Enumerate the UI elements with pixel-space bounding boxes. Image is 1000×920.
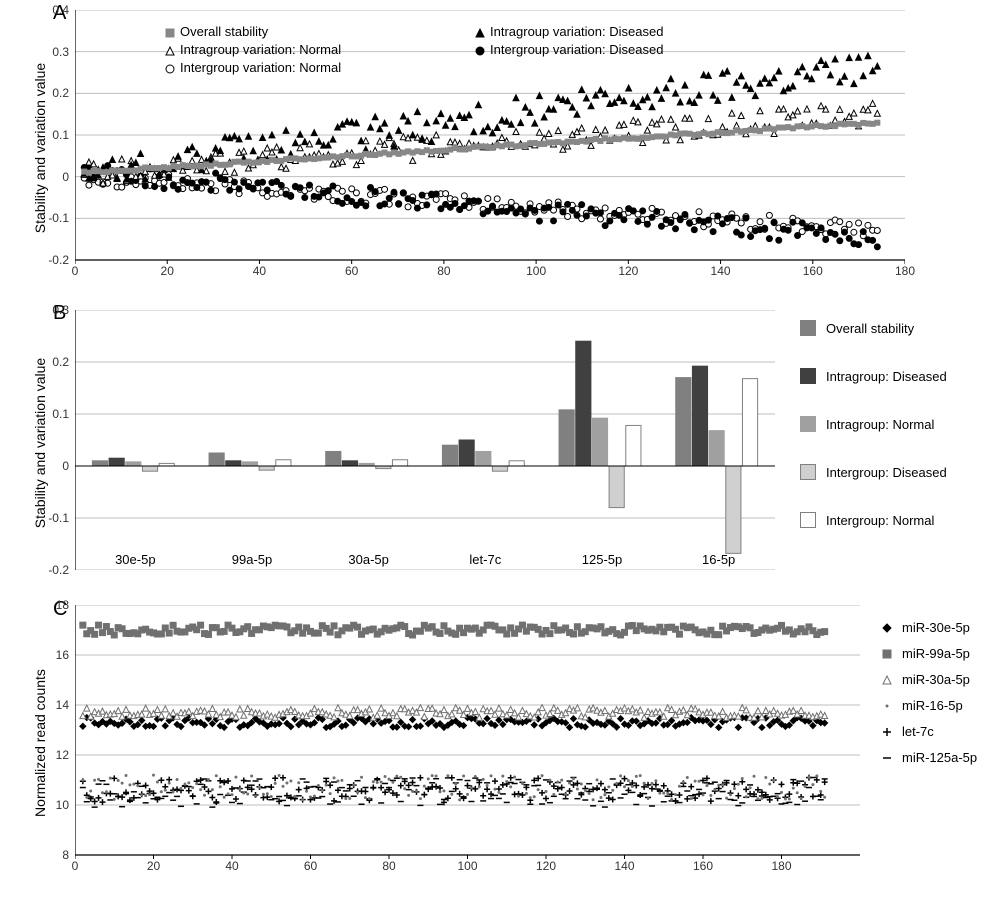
tick-label: 60 xyxy=(296,859,326,873)
legend-item: Intergroup variation: Diseased xyxy=(490,42,663,57)
tick-label: 20 xyxy=(139,859,169,873)
tick-label: 0.1 xyxy=(39,407,69,421)
tick-label: 180 xyxy=(890,264,920,278)
category-label: 30e-5p xyxy=(105,552,165,567)
tick-label: 100 xyxy=(521,264,551,278)
tick-label: 60 xyxy=(337,264,367,278)
tick-label: 0.4 xyxy=(39,3,69,17)
legend-item: Intragroup: Normal xyxy=(800,416,980,432)
tick-label: 12 xyxy=(39,748,69,762)
tick-label: 0 xyxy=(60,264,90,278)
legend-item: Intragroup: Diseased xyxy=(800,368,980,384)
tick-label: 140 xyxy=(610,859,640,873)
category-label: let-7c xyxy=(455,552,515,567)
tick-label: 40 xyxy=(217,859,247,873)
tick-label: 140 xyxy=(706,264,736,278)
tick-label: 16 xyxy=(39,648,69,662)
tick-label: 0.2 xyxy=(39,355,69,369)
tick-label: 100 xyxy=(453,859,483,873)
tick-label: 160 xyxy=(798,264,828,278)
tick-label: 80 xyxy=(374,859,404,873)
legend-item: Overall stability xyxy=(800,320,980,336)
tick-label: 18 xyxy=(39,598,69,612)
panel-c xyxy=(75,605,860,875)
tick-label: 0.1 xyxy=(39,128,69,142)
tick-label: -0.2 xyxy=(39,563,69,577)
tick-label: 20 xyxy=(152,264,182,278)
tick-label: 0 xyxy=(39,170,69,184)
tick-label: 0 xyxy=(60,859,90,873)
tick-label: -0.1 xyxy=(39,211,69,225)
legend-item: miR-30a-5p xyxy=(880,672,970,687)
category-label: 30a-5p xyxy=(339,552,399,567)
legend-item: miR-16-5p xyxy=(880,698,963,713)
tick-label: 14 xyxy=(39,698,69,712)
tick-label: 0 xyxy=(39,459,69,473)
tick-label: 120 xyxy=(613,264,643,278)
category-label: 16-5p xyxy=(689,552,749,567)
tick-label: 80 xyxy=(429,264,459,278)
legend-item: Overall stability xyxy=(180,24,268,39)
panel-b-svg xyxy=(75,310,775,570)
legend-item: Intragroup variation: Diseased xyxy=(490,24,663,39)
legend-item: Intergroup variation: Normal xyxy=(180,60,341,75)
tick-label: 10 xyxy=(39,798,69,812)
legend-item: Intragroup variation: Normal xyxy=(180,42,341,57)
tick-label: 180 xyxy=(767,859,797,873)
legend-item: miR-30e-5p xyxy=(880,620,970,635)
tick-label: 160 xyxy=(688,859,718,873)
tick-label: 0.3 xyxy=(39,45,69,59)
tick-label: 0.2 xyxy=(39,86,69,100)
category-label: 99a-5p xyxy=(222,552,282,567)
category-label: 125-5p xyxy=(572,552,632,567)
legend-item: miR-99a-5p xyxy=(880,646,970,661)
panel-b xyxy=(75,310,775,570)
tick-label: 120 xyxy=(531,859,561,873)
legend-item: Intergroup: Normal xyxy=(800,512,980,528)
legend-item: miR-125a-5p xyxy=(880,750,977,765)
legend-item: let-7c xyxy=(880,724,934,739)
legend-item: Intergroup: Diseased xyxy=(800,464,980,480)
panel-c-svg xyxy=(75,605,860,875)
tick-label: -0.1 xyxy=(39,511,69,525)
tick-label: 40 xyxy=(244,264,274,278)
tick-label: 0.3 xyxy=(39,303,69,317)
